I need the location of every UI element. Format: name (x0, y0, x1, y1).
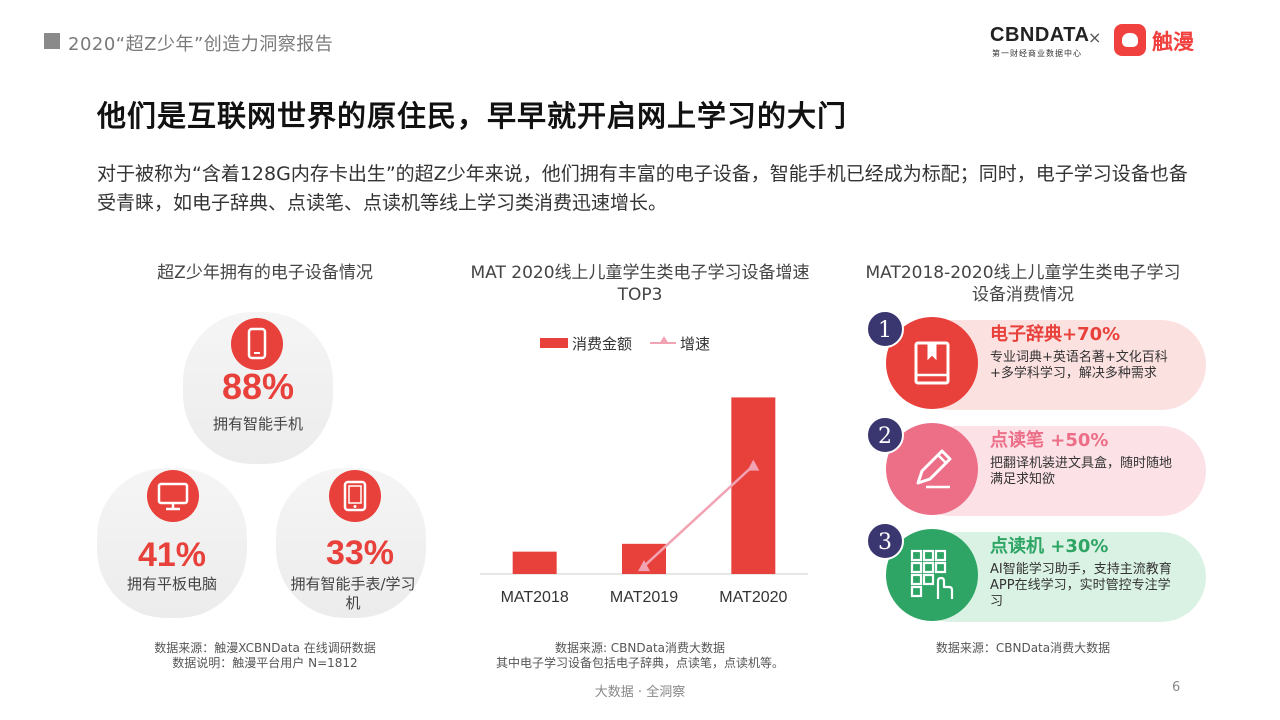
footer-tagline: 大数据 · 全洞察 (594, 685, 686, 700)
slide-title: 他们是互联网世界的原住民，早早就开启网上学习的大门 (97, 99, 848, 133)
cbndata-subtitle: 第一财经商业数据中心 (992, 49, 1082, 58)
devices-note: 数据说明：触漫平台用户 N=1812 (172, 656, 358, 670)
growth-bar-chart: MAT2018 MAT2019 MAT2020 (480, 397, 808, 606)
chuman-logo-icon (1114, 24, 1146, 56)
x-tick-label: MAT2018 (501, 589, 569, 606)
x-tick-label: MAT2019 (610, 589, 678, 606)
item-1-desc: 专业词典+英语名著+文化百科+多学科学习，解决多种需求 (990, 350, 1168, 381)
devices-source: 数据来源：触漫XCBNData 在线调研数据 (154, 641, 376, 655)
legend-bar-label: 消费金额 (572, 335, 633, 353)
slide-intro: 对于被称为“含着128G内存卡出生”的超Z少年来说，他们拥有丰富的电子设备，智能… (97, 163, 1188, 214)
chuman-logo-text: 触漫 (1152, 30, 1194, 54)
item-2-title: 点读笔 +50% (990, 430, 1109, 451)
tablet-label: 拥有平板电脑 (126, 575, 217, 593)
consumption-title: MAT2018-2020线上儿童学生类电子学习设备消费情况 (865, 263, 1181, 305)
item-1-title: 电子辞典+70% (990, 324, 1121, 345)
reader-device-icon (910, 549, 954, 599)
page-number: 6 (1172, 680, 1181, 695)
bar-MAT2020 (731, 397, 776, 574)
legend-line-marker (659, 336, 669, 344)
chart-note: 其中电子学习设备包括电子辞典，点读笔，点读机等。 (495, 656, 784, 670)
consumption-item-3: 3 点读机 +30% AI智能学习助手，支持主流教育APP在线学习，实时管控专注… (866, 522, 1206, 628)
item-1-number: 1 (866, 310, 904, 348)
smartwatch-percent: 33% (325, 534, 395, 572)
legend-bar-swatch (540, 338, 568, 348)
bar-MAT2018 (512, 551, 557, 574)
pen-icon (916, 449, 952, 489)
devices-title: 超Z少年拥有的电子设备情况 (157, 263, 373, 283)
smartphone-icon (231, 318, 283, 370)
smartphone-percent: 88% (221, 366, 295, 407)
header-square-icon (44, 33, 60, 49)
smartwatch-icon (329, 470, 381, 522)
chart-source: 数据来源: CBNData消费大数据 (554, 641, 726, 655)
item-2-number: 2 (866, 416, 904, 454)
x-tick-label: MAT2020 (719, 589, 787, 606)
smartwatch-label: 拥有智能手表/学习机 (290, 575, 416, 612)
growth-point (747, 459, 760, 471)
chart-title: MAT 2020线上儿童学生类电子学习设备增速TOP3 (470, 263, 810, 305)
consumption-item-2: 2 点读笔 +50% 把翻译机装进文具盒，随时随地满足求知欲 (866, 416, 1206, 522)
cross-symbol: × (1088, 28, 1102, 47)
tablet-icon (147, 470, 199, 522)
item-3-desc: AI智能学习助手，支持主流教育APP在线学习，实时管控专注学习 (990, 562, 1172, 609)
report-title: 2020“超Z少年”创造力洞察报告 (68, 34, 334, 55)
legend-line-label: 增速 (680, 335, 711, 353)
growth-line (643, 464, 755, 568)
consumption-item-1: 1 电子辞典+70% 专业词典+英语名著+文化百科+多学科学习，解决多种需求 (866, 310, 1206, 416)
consumption-source: 数据来源：CBNData消费大数据 (935, 641, 1111, 655)
cbndata-logo: CBNDATA (990, 24, 1090, 46)
book-icon (914, 341, 950, 385)
item-3-number: 3 (866, 522, 904, 560)
growth-point (638, 560, 650, 572)
item-2-desc: 把翻译机装进文具盒，随时随地满足求知欲 (990, 456, 1173, 487)
brand-logos: CBNDATA 第一财经商业数据中心 × 触漫 (988, 24, 1198, 64)
item-3-title: 点读机 +30% (990, 536, 1109, 557)
smartphone-label: 拥有智能手机 (212, 415, 303, 433)
tablet-percent: 41% (137, 536, 207, 574)
